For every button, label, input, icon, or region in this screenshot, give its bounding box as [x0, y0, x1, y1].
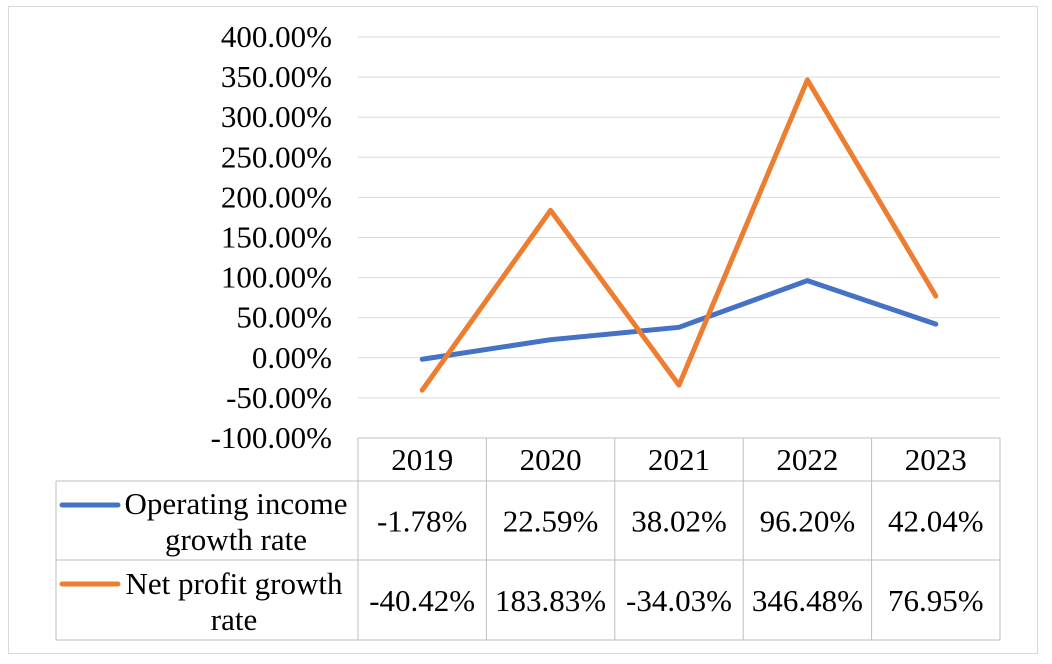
data-value-label: 76.95% [888, 583, 984, 618]
data-value-label: 42.04% [888, 504, 984, 539]
data-value-label: 183.83% [495, 583, 606, 618]
y-tick-label: -50.00% [226, 380, 332, 415]
data-value-label: 38.02% [631, 504, 727, 539]
y-tick-label: 50.00% [236, 300, 332, 335]
series-lines [419, 77, 939, 393]
series-line [419, 278, 939, 362]
category-label: 2022 [776, 442, 838, 477]
y-tick-label: -100.00% [211, 420, 332, 455]
category-label: 2021 [648, 442, 710, 477]
y-tick-label: 250.00% [221, 139, 332, 174]
y-tick-label: 150.00% [221, 220, 332, 255]
category-label: 2023 [905, 442, 967, 477]
data-value-label: -40.42% [369, 583, 475, 618]
series-label-line: rate [211, 602, 257, 637]
data-value-label: 96.20% [760, 504, 856, 539]
series-label: Operating income growth rate [125, 486, 348, 557]
series-label-line: growth rate [165, 522, 307, 557]
category-label: 2020 [520, 442, 582, 477]
chart-frame [8, 6, 1038, 654]
gridlines [358, 36, 1000, 399]
data-table: 2019 2020 2021 2022 2023 Operating income grow… [55, 437, 1001, 641]
data-value-label: -1.78% [377, 504, 467, 539]
y-tick-label: 300.00% [221, 99, 332, 134]
data-value-label: 22.59% [503, 504, 599, 539]
series-label: Net profit growth rate [126, 566, 343, 637]
y-tick-label: 400.00% [221, 19, 332, 54]
series-label-line: Net profit growth [126, 566, 343, 601]
y-tick-label: 0.00% [252, 340, 332, 375]
y-axis-tick-labels: -100.00% -50.00% 0.00% 50.00% 100.00% 150.00%… [211, 19, 332, 455]
data-value-label: 346.48% [752, 583, 863, 618]
data-value-label: -34.03% [626, 583, 732, 618]
category-label: 2019 [391, 442, 453, 477]
series-line [419, 77, 939, 393]
y-tick-label: 350.00% [221, 59, 332, 94]
y-tick-label: 100.00% [221, 260, 332, 295]
series-label-line: Operating income [125, 486, 348, 521]
y-tick-label: 200.00% [221, 179, 332, 214]
